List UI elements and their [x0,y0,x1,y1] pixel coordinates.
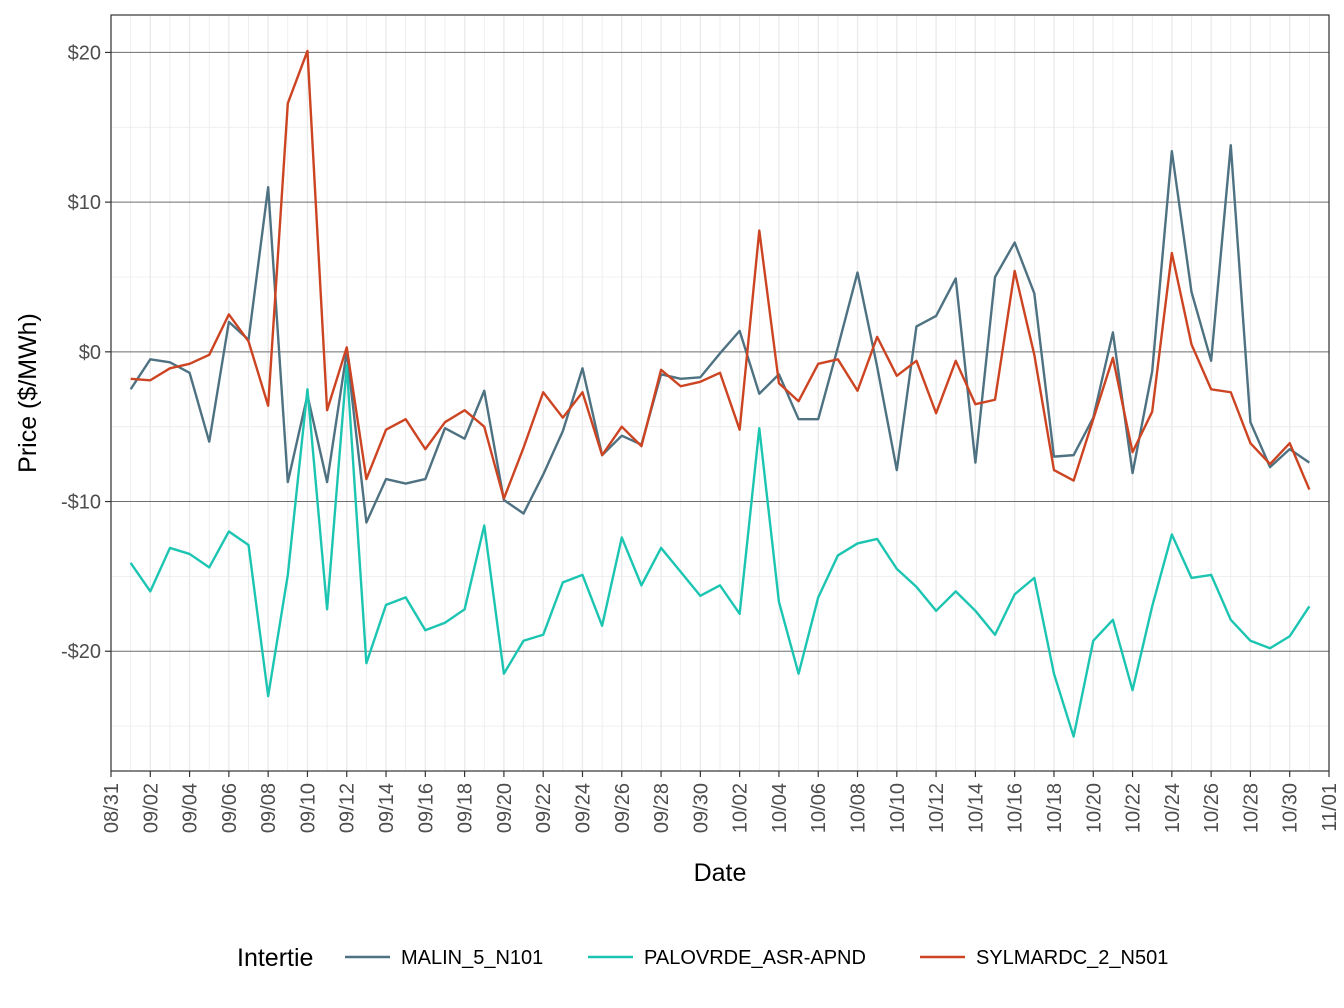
x-tick-label: 09/24 [572,783,594,833]
y-tick-label: -$10 [61,492,101,514]
plot-panel-border [110,14,1330,772]
y-axis: $20 $10 $0 -$10 -$20 [61,42,111,663]
legend-label-malin-5-n101: MALIN_5_N101 [401,947,543,969]
series-lines [129,49,1311,738]
x-tick-label: 10/18 [1044,783,1066,833]
x-tick-label: 10/14 [965,783,987,833]
x-tick-label: 10/02 [730,783,752,833]
x-tick-label: 10/12 [926,783,948,833]
y-axis-title: Price ($/MWh) [14,313,42,473]
x-axis: 08/31 09/02 09/04 09/06 09/08 09/10 09/12 09/14… [101,771,1341,833]
x-tick-label: 09/02 [140,783,162,833]
legend: Intertie MALIN_5_N101 PALOVRDE_ASR-APND SY… [237,944,1168,972]
series-line-palovrde-asr-apnd [129,364,1311,738]
x-tick-label: 09/10 [297,783,319,833]
x-tick-label: 10/28 [1240,783,1262,833]
x-tick-label: 08/31 [101,783,123,833]
legend-label-palovrde-asr-apnd: PALOVRDE_ASR-APND [644,947,866,969]
series-line-sylmardc-2-n501 [130,49,1311,500]
x-tick-label: 10/20 [1083,783,1105,833]
x-tick-label: 10/26 [1201,783,1223,833]
x-tick-label: 09/04 [180,783,202,833]
series-line-malin-5-n101 [129,144,1311,524]
x-tick-label: 09/16 [415,783,437,833]
x-tick-label: 10/04 [769,783,791,833]
x-tick-label: 09/06 [219,783,241,833]
x-tick-label: 09/14 [376,783,398,833]
x-tick-label: 09/22 [533,783,555,833]
x-tick-label: 09/26 [612,783,634,833]
x-tick-label: 10/06 [808,783,830,833]
x-tick-label: 10/16 [1005,783,1027,833]
x-tick-label: 09/20 [494,783,516,833]
y-tick-label: $0 [79,342,101,364]
x-tick-label: 09/08 [258,783,280,833]
x-tick-label: 10/08 [848,783,870,833]
x-tick-label: 09/28 [651,783,673,833]
x-tick-label: 09/18 [455,783,477,833]
y-tick-label: $10 [68,192,101,214]
x-tick-label: 09/30 [690,783,712,833]
x-axis-title: Date [694,859,747,887]
y-tick-label: -$20 [61,641,101,663]
x-tick-label: 10/24 [1162,783,1184,833]
x-tick-label: 11/01 [1319,783,1341,832]
legend-title: Intertie [237,944,313,972]
x-tick-label: 10/30 [1280,783,1302,833]
y-tick-label: $20 [68,42,101,64]
x-tick-label: 09/12 [337,783,359,833]
x-tick-label: 10/10 [887,783,909,833]
legend-label-sylmardc-2-n501: SYLMARDC_2_N501 [976,947,1168,969]
x-tick-label: 10/22 [1123,783,1145,833]
